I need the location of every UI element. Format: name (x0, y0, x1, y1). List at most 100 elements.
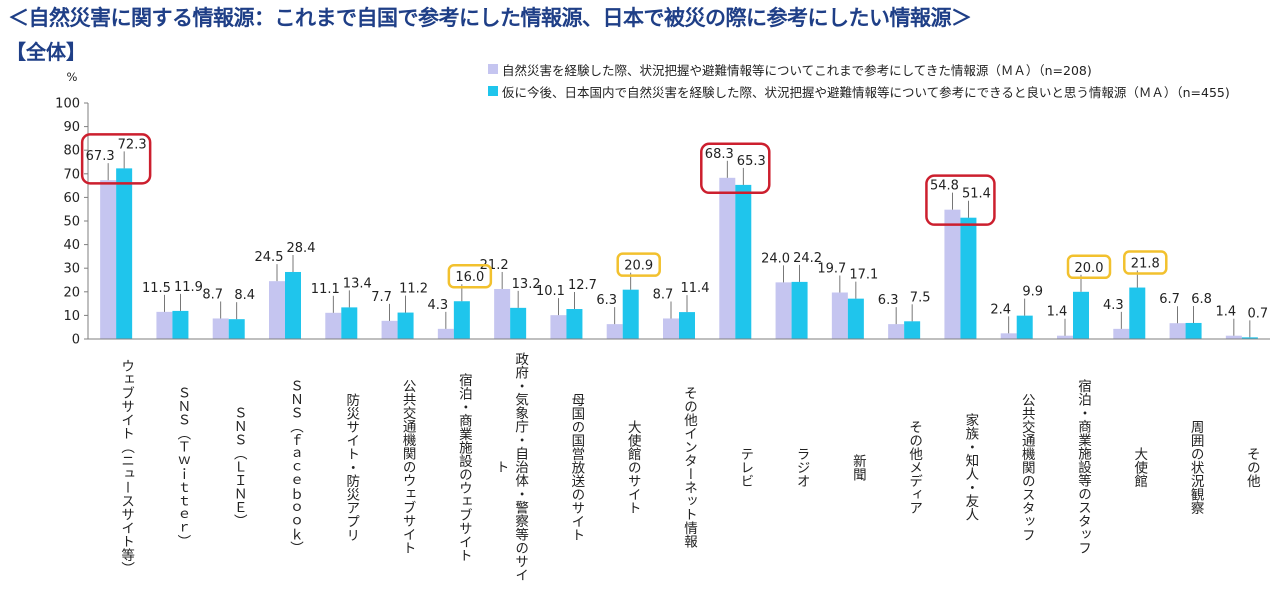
bar-series-2 (847, 298, 864, 339)
data-label-series-1: 21.2 (480, 258, 509, 273)
highlight-box-yellow (616, 252, 661, 277)
bar-series-1 (1225, 335, 1242, 339)
bar-series-2 (172, 310, 189, 339)
bar-series-1 (381, 320, 398, 339)
data-label-series-1: 2.4 (990, 302, 1011, 317)
data-label-series-2: 11.2 (399, 282, 428, 297)
data-label-series-1: 67.3 (86, 149, 115, 164)
x-category-label: 母国の国営放送のサイト (568, 392, 585, 542)
data-label-series-2: 20.0 (1075, 261, 1104, 276)
y-tick-label: 30 (63, 262, 80, 277)
x-category-label: 宿泊・商業施設のウェブサイト (455, 372, 472, 562)
bar-series-1 (156, 311, 173, 339)
x-category-label: その他インターネット情報 (681, 386, 697, 548)
bar-series-1 (831, 292, 848, 339)
data-label-series-1: 54.8 (930, 179, 959, 194)
chart-title: ＜自然災害に関する情報源：これまで自国で参考にした情報源、日本で被災の際に参考に… (8, 6, 972, 30)
bar-series-2 (622, 289, 639, 339)
data-label-series-1: 6.3 (596, 293, 617, 308)
data-label-series-1: 8.7 (202, 287, 223, 302)
y-tick-label: 10 (63, 309, 80, 324)
y-tick-label: 100 (55, 97, 80, 112)
data-label-series-2: 28.4 (287, 241, 316, 256)
bar-series-2 (1016, 315, 1033, 339)
x-category-label: 公共交通機関のウェブサイト (399, 379, 416, 555)
bar-series-1 (775, 282, 792, 339)
x-category-label: 家族・知人・友人 (962, 413, 979, 521)
y-tick-label: 80 (63, 144, 80, 159)
bar-series-1 (1057, 335, 1073, 339)
bar-series-1 (494, 288, 511, 339)
bar-series-1 (663, 318, 679, 339)
data-label-series-1: 11.1 (311, 282, 340, 297)
data-label-series-1: 10.1 (536, 284, 565, 299)
data-label-series-1: 4.3 (428, 298, 449, 313)
bar-series-1 (212, 318, 229, 339)
y-tick-label: 70 (63, 167, 80, 182)
bar-series-2 (904, 321, 921, 339)
bar-series-2 (510, 307, 527, 339)
data-label-series-2: 6.8 (1191, 292, 1212, 307)
data-label-series-2: 16.0 (455, 270, 484, 285)
bar-series-2 (679, 312, 695, 339)
data-label-series-1: 6.3 (878, 293, 899, 308)
x-category-label: 防災サイト・防災アプリ (343, 392, 360, 542)
x-category-label: 新聞 (849, 453, 866, 481)
bar-series-1 (944, 209, 961, 339)
bar-series-1 (437, 328, 454, 339)
y-tick-label: 50 (63, 215, 80, 230)
bar-series-2 (791, 281, 808, 339)
data-label-series-2: 0.7 (1248, 306, 1269, 321)
highlight-box-red (925, 174, 996, 226)
y-tick-label: 90 (63, 120, 80, 135)
bar-series-2 (116, 168, 133, 339)
data-label-series-1: 19.7 (817, 262, 846, 277)
y-tick-label: 60 (63, 191, 80, 206)
legend-item-series-2: 仮に今後、日本国内で自然災害を経験した際、状況把握や避難情報等について参考にでき… (488, 80, 1230, 102)
bar-series-1 (100, 180, 117, 339)
bar-series-2 (960, 217, 977, 339)
data-label-series-2: 24.2 (793, 251, 822, 266)
highlight-box-red (80, 133, 152, 185)
bar-series-1 (1169, 323, 1186, 339)
highlight-box-yellow (1123, 250, 1168, 275)
legend-swatch-series-2 (488, 86, 498, 96)
bar-series-1 (325, 312, 342, 339)
data-label-series-2: 21.8 (1131, 257, 1160, 272)
data-label-series-2: 20.9 (624, 259, 653, 274)
data-label-series-2: 12.7 (568, 278, 597, 293)
bar-series-1 (888, 324, 905, 339)
bar-series-2 (285, 271, 301, 339)
x-category-label: ＳＮＳ（Ｔｗｉｔｔｅｒ） (174, 386, 191, 548)
data-label-series-1: 68.3 (705, 147, 734, 162)
bar-series-2 (1129, 287, 1146, 339)
bar-series-1 (1113, 328, 1130, 339)
x-category-label: 政府・気象庁・自治体・警察等のサイト (492, 352, 529, 582)
data-label-series-2: 7.5 (910, 290, 931, 305)
data-label-series-2: 13.2 (512, 277, 541, 292)
x-category-label: 大使館 (1131, 446, 1148, 488)
y-tick-label: 0 (72, 333, 80, 348)
bar-series-2 (453, 301, 470, 339)
y-axis-unit: % (67, 70, 78, 84)
y-tick-label: 40 (63, 238, 80, 253)
data-label-series-2: 51.4 (962, 187, 991, 202)
chart-subtitle: 【全体】 (6, 40, 86, 64)
data-label-series-2: 11.4 (681, 281, 710, 296)
data-label-series-1: 6.7 (1159, 292, 1180, 307)
bar-series-1 (606, 324, 623, 339)
highlight-box-yellow (1066, 254, 1112, 280)
highlight-box-yellow (447, 263, 493, 289)
bar-series-2 (341, 307, 358, 339)
data-label-series-2: 8.4 (234, 288, 255, 303)
x-category-label: 宿泊・商業施設等のスタッフ (1075, 379, 1091, 555)
data-label-series-2: 13.4 (343, 276, 372, 291)
bar-series-2 (1073, 291, 1089, 339)
data-label-series-1: 7.7 (371, 290, 392, 305)
x-category-label: 大使館のサイト (624, 419, 641, 515)
bar-series-1 (550, 315, 567, 339)
bar-series-2 (735, 184, 752, 339)
legend-label-series-1: 自然災害を経験した際、状況把握や避難情報等についてこれまで参考にしてきた情報源（… (502, 62, 1092, 78)
bar-series-2 (1241, 337, 1258, 339)
